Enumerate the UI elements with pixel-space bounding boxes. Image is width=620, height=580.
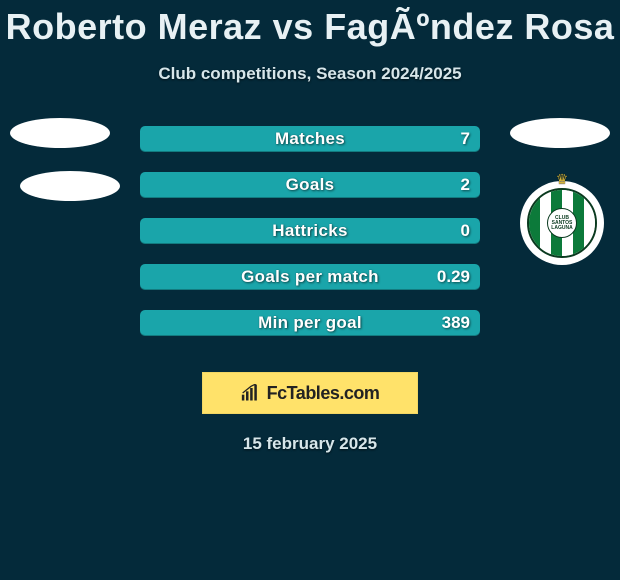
stats-area: ♛ CLUB SANTOS LAGUNA Matches 7 Goals 2 H…: [0, 126, 620, 356]
stat-row: Goals 2: [140, 172, 480, 198]
stat-row: Goals per match 0.29: [140, 264, 480, 290]
stat-row: Min per goal 389: [140, 310, 480, 336]
stat-value: 0: [461, 221, 470, 241]
player-left-avatar-placeholder-1: [10, 118, 110, 148]
player-right-avatar-placeholder: [510, 118, 610, 148]
stat-value: 0.29: [437, 267, 470, 287]
stat-label: Min per goal: [140, 313, 480, 333]
stat-value: 7: [461, 129, 470, 149]
club-center-label: CLUB SANTOS LAGUNA: [547, 208, 577, 238]
player-left-avatar-placeholder-2: [20, 171, 120, 201]
chart-icon: [241, 384, 261, 402]
subtitle: Club competitions, Season 2024/2025: [0, 64, 620, 84]
crown-icon: ♛: [556, 171, 569, 188]
brand-text: FcTables.com: [267, 383, 380, 404]
stat-label: Goals: [140, 175, 480, 195]
stat-label: Goals per match: [140, 267, 480, 287]
stat-label: Hattricks: [140, 221, 480, 241]
stat-label: Matches: [140, 129, 480, 149]
club-badge-inner: CLUB SANTOS LAGUNA: [527, 188, 597, 258]
footer-date: 15 february 2025: [0, 434, 620, 454]
club-badge: ♛ CLUB SANTOS LAGUNA: [520, 181, 604, 265]
page-title: Roberto Meraz vs FagÃºndez Rosa: [0, 0, 620, 48]
stat-bars: Matches 7 Goals 2 Hattricks 0 Goals per …: [140, 126, 480, 356]
stat-row: Hattricks 0: [140, 218, 480, 244]
comparison-card: Roberto Meraz vs FagÃºndez Rosa Club com…: [0, 0, 620, 580]
stat-row: Matches 7: [140, 126, 480, 152]
stat-value: 2: [461, 175, 470, 195]
brand-box: FcTables.com: [202, 372, 418, 414]
stat-value: 389: [442, 313, 470, 333]
